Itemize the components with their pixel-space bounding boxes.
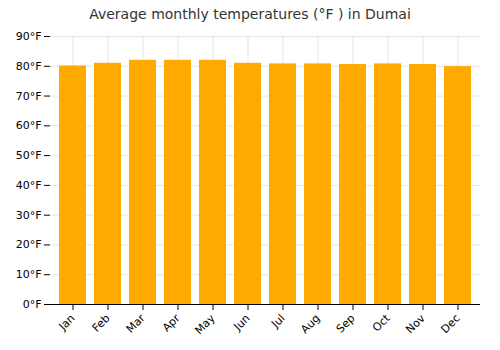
svg-text:10°F: 10°F xyxy=(16,268,42,281)
svg-text:Jan: Jan xyxy=(56,312,78,334)
svg-text:Apr: Apr xyxy=(160,311,183,334)
svg-text:Aug: Aug xyxy=(298,312,322,336)
svg-text:40°F: 40°F xyxy=(16,179,42,192)
html-text:Average monthly temperatures (: Average monthly temperatures (°F ) in Du… xyxy=(89,6,411,22)
svg-text:20°F: 20°F xyxy=(16,238,42,251)
svg-text:May: May xyxy=(192,311,218,337)
svg-text:80°F: 80°F xyxy=(16,60,42,73)
svg-text:90°F: 90°F xyxy=(16,30,42,43)
svg-text:Mar: Mar xyxy=(124,311,148,335)
svg-text:Feb: Feb xyxy=(90,312,113,335)
svg-text:Jul: Jul xyxy=(268,312,287,331)
svg-text:70°F: 70°F xyxy=(16,90,42,103)
svg-text:50°F: 50°F xyxy=(16,149,42,162)
svg-text:Sep: Sep xyxy=(334,312,358,336)
svg-text:Jun: Jun xyxy=(231,312,253,334)
svg-text:Dec: Dec xyxy=(438,312,462,336)
svg-text:Oct: Oct xyxy=(370,311,393,334)
svg-text:60°F: 60°F xyxy=(16,119,42,132)
svg-text:30°F: 30°F xyxy=(16,209,42,222)
svg-text:Nov: Nov xyxy=(403,311,428,336)
svg-text:0°F: 0°F xyxy=(23,298,42,311)
